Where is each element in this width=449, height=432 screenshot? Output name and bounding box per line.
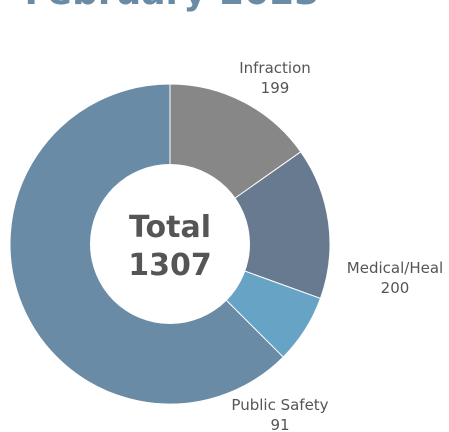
slice-label: Public Safety [231, 396, 328, 414]
slice-label: Infraction [239, 59, 311, 77]
slice-label: Medical/Heal [347, 259, 443, 277]
donut-hole [90, 164, 250, 324]
slice-value: 199 [261, 79, 290, 97]
chart-title: February 2023 [25, 0, 320, 13]
total-label: Total [129, 210, 211, 245]
slice [168, 151, 331, 300]
slice-value: 91 [270, 416, 289, 432]
slice-value: 200 [381, 279, 410, 297]
total-value: 1307 [128, 248, 212, 283]
